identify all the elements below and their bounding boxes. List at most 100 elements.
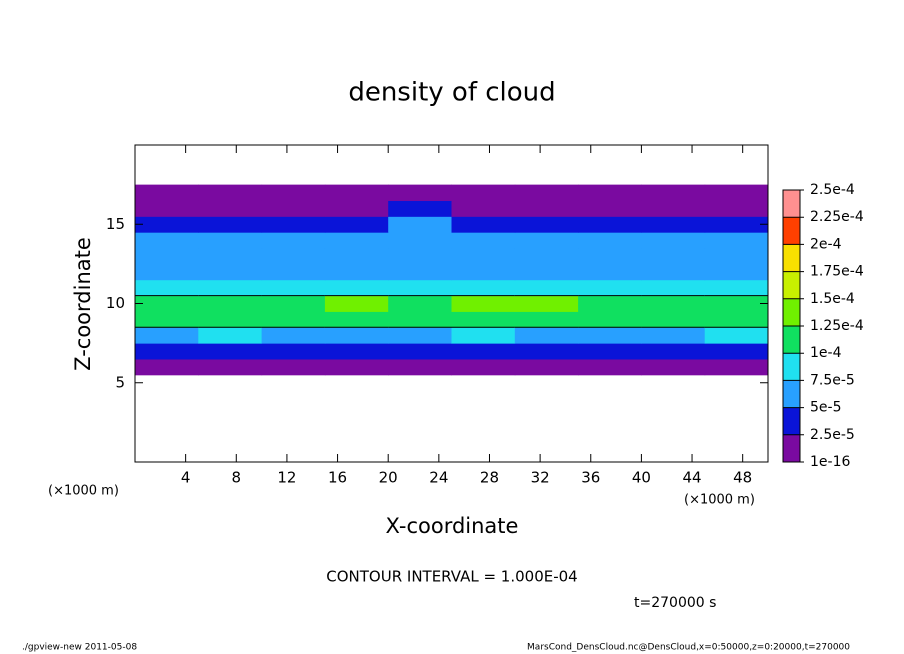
cell <box>198 279 263 297</box>
cell <box>704 248 769 265</box>
cell <box>514 327 579 344</box>
colorbar-swatch <box>783 217 800 245</box>
cell <box>388 248 452 265</box>
overlay: 4 8 12 16 20 24 28 32 36 40 44 48510151e-162.5e-55e… <box>106 144 864 487</box>
cell <box>641 200 706 217</box>
cell <box>704 358 769 376</box>
cell <box>451 184 516 201</box>
colorbar-label: 5e-5 <box>810 400 841 416</box>
cell <box>641 184 706 201</box>
cell <box>641 263 706 281</box>
cell <box>324 184 389 201</box>
cell <box>578 279 642 297</box>
cell <box>388 358 452 376</box>
cell <box>261 295 326 312</box>
cell <box>641 295 706 312</box>
colorbar-label: 2.25e-4 <box>810 209 864 225</box>
cell <box>514 279 579 297</box>
cell <box>451 358 516 376</box>
cell <box>514 200 579 217</box>
cell <box>261 184 326 201</box>
colorbar-swatch <box>783 380 800 408</box>
cell <box>135 327 199 344</box>
colorbar-swatch <box>783 326 800 354</box>
cell <box>704 200 769 217</box>
cell <box>324 327 389 344</box>
cell <box>388 279 452 297</box>
cell <box>261 358 326 376</box>
cell <box>704 343 769 360</box>
field <box>135 184 769 376</box>
x-tick-label: 32 <box>531 469 550 487</box>
colorbar-swatch <box>783 298 800 327</box>
colorbar-swatch <box>783 407 800 436</box>
cell <box>514 248 579 265</box>
cell <box>198 343 263 360</box>
x-tick-label: 48 <box>733 469 752 487</box>
cell <box>261 279 326 297</box>
cell <box>198 295 263 312</box>
colorbar-swatch <box>783 244 800 272</box>
cell <box>388 295 452 312</box>
cell <box>135 295 199 312</box>
cell <box>514 184 579 201</box>
colorbar-swatch <box>783 434 800 463</box>
cell <box>641 343 706 360</box>
cell <box>514 358 579 376</box>
chart-title: density of cloud <box>348 78 555 108</box>
cell <box>198 327 263 344</box>
y-tick-label: 5 <box>115 373 125 391</box>
cell <box>451 311 516 328</box>
cell <box>578 184 642 201</box>
cell <box>451 279 516 297</box>
cell <box>388 232 452 249</box>
colorbar-swatch <box>783 353 800 381</box>
cell <box>578 232 642 249</box>
cell <box>388 311 452 328</box>
x-tick-label: 4 <box>181 469 191 487</box>
cell <box>135 263 199 281</box>
cell <box>261 232 326 249</box>
cell <box>514 216 579 233</box>
cell <box>388 327 452 344</box>
x-tick-label: 44 <box>682 469 701 487</box>
cell <box>704 279 769 297</box>
cell <box>578 343 642 360</box>
cell <box>704 263 769 281</box>
colorbar-label: 2.5e-4 <box>810 182 855 198</box>
cell <box>514 263 579 281</box>
x-tick-label: 28 <box>480 469 499 487</box>
cell <box>324 248 389 265</box>
cell <box>198 358 263 376</box>
cell <box>514 311 579 328</box>
cell <box>704 327 769 344</box>
x-tick-label: 40 <box>632 469 651 487</box>
cell <box>704 184 769 201</box>
cell <box>135 248 199 265</box>
cell <box>135 216 199 233</box>
cell <box>451 263 516 281</box>
cell <box>261 216 326 233</box>
cell <box>388 343 452 360</box>
cell <box>388 200 452 217</box>
colorbar-frame <box>782 189 801 463</box>
cell <box>641 311 706 328</box>
y-tick-label: 15 <box>106 215 125 233</box>
colorbar-label: 2e-4 <box>810 236 842 252</box>
cell <box>641 232 706 249</box>
y-unit: (×1000 m) <box>48 484 119 499</box>
cell <box>198 311 263 328</box>
colorbar-label: 1.75e-4 <box>810 264 864 280</box>
time-label: t=270000 s <box>634 595 716 611</box>
x-tick-label: 24 <box>429 469 448 487</box>
cell <box>578 327 642 344</box>
cell <box>578 311 642 328</box>
cell <box>135 279 199 297</box>
y-axis-label: Z-coordinate <box>71 237 95 371</box>
cell <box>198 248 263 265</box>
cell <box>704 216 769 233</box>
x-tick-label: 16 <box>328 469 347 487</box>
cell <box>704 295 769 312</box>
colorbar-label: 2.5e-5 <box>810 427 855 443</box>
